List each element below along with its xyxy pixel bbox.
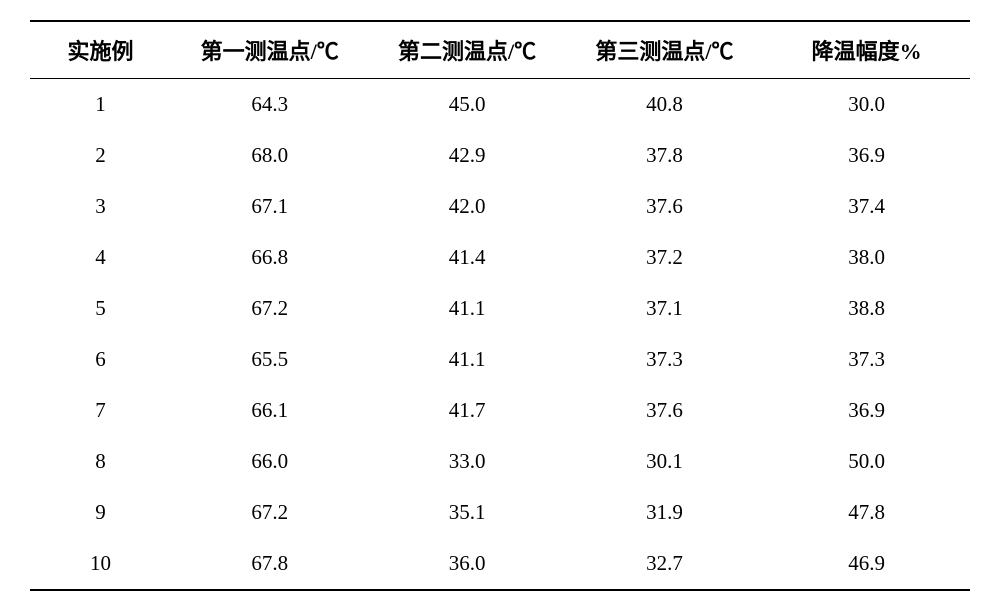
cell-temp2: 41.1 <box>368 283 565 334</box>
cell-cooling: 46.9 <box>763 538 970 590</box>
cell-temp1: 67.2 <box>171 487 368 538</box>
cell-temp2: 36.0 <box>368 538 565 590</box>
cell-cooling: 38.8 <box>763 283 970 334</box>
cell-temp3: 30.1 <box>566 436 763 487</box>
cell-example: 7 <box>30 385 171 436</box>
data-table: 实施例 第一测温点/℃ 第二测温点/℃ 第三测温点/℃ 降温幅度% 1 64.3… <box>30 20 970 591</box>
cell-temp1: 66.0 <box>171 436 368 487</box>
table-row: 10 67.8 36.0 32.7 46.9 <box>30 538 970 590</box>
cell-temp2: 42.9 <box>368 130 565 181</box>
table-row: 2 68.0 42.9 37.8 36.9 <box>30 130 970 181</box>
column-header-cooling: 降温幅度% <box>763 21 970 79</box>
cell-example: 4 <box>30 232 171 283</box>
cell-cooling: 37.4 <box>763 181 970 232</box>
cell-temp1: 65.5 <box>171 334 368 385</box>
cell-cooling: 50.0 <box>763 436 970 487</box>
column-header-temp1: 第一测温点/℃ <box>171 21 368 79</box>
cell-temp2: 42.0 <box>368 181 565 232</box>
cell-temp3: 31.9 <box>566 487 763 538</box>
cell-temp2: 35.1 <box>368 487 565 538</box>
cell-temp1: 66.8 <box>171 232 368 283</box>
cell-cooling: 30.0 <box>763 79 970 131</box>
column-header-temp3: 第三测温点/℃ <box>566 21 763 79</box>
cell-example: 8 <box>30 436 171 487</box>
cell-temp1: 67.8 <box>171 538 368 590</box>
cell-example: 3 <box>30 181 171 232</box>
cell-temp3: 37.6 <box>566 181 763 232</box>
table-row: 3 67.1 42.0 37.6 37.4 <box>30 181 970 232</box>
table-row: 5 67.2 41.1 37.1 38.8 <box>30 283 970 334</box>
cell-temp3: 37.3 <box>566 334 763 385</box>
cell-temp3: 40.8 <box>566 79 763 131</box>
cell-temp2: 33.0 <box>368 436 565 487</box>
cell-temp1: 67.2 <box>171 283 368 334</box>
column-header-temp2: 第二测温点/℃ <box>368 21 565 79</box>
cell-temp1: 64.3 <box>171 79 368 131</box>
cell-temp3: 37.8 <box>566 130 763 181</box>
cell-example: 5 <box>30 283 171 334</box>
cell-cooling: 36.9 <box>763 385 970 436</box>
cell-temp3: 37.2 <box>566 232 763 283</box>
table-header-row: 实施例 第一测温点/℃ 第二测温点/℃ 第三测温点/℃ 降温幅度% <box>30 21 970 79</box>
cell-example: 9 <box>30 487 171 538</box>
table-row: 7 66.1 41.7 37.6 36.9 <box>30 385 970 436</box>
column-header-example: 实施例 <box>30 21 171 79</box>
table-row: 6 65.5 41.1 37.3 37.3 <box>30 334 970 385</box>
cell-temp1: 66.1 <box>171 385 368 436</box>
cell-temp2: 41.7 <box>368 385 565 436</box>
table-body: 1 64.3 45.0 40.8 30.0 2 68.0 42.9 37.8 3… <box>30 79 970 591</box>
table-row: 1 64.3 45.0 40.8 30.0 <box>30 79 970 131</box>
cell-example: 6 <box>30 334 171 385</box>
cell-cooling: 38.0 <box>763 232 970 283</box>
cell-cooling: 47.8 <box>763 487 970 538</box>
cell-temp3: 37.6 <box>566 385 763 436</box>
table-row: 9 67.2 35.1 31.9 47.8 <box>30 487 970 538</box>
cell-example: 1 <box>30 79 171 131</box>
cell-temp1: 67.1 <box>171 181 368 232</box>
cell-example: 10 <box>30 538 171 590</box>
cell-temp3: 32.7 <box>566 538 763 590</box>
cell-temp2: 41.1 <box>368 334 565 385</box>
cell-temp2: 41.4 <box>368 232 565 283</box>
cell-temp3: 37.1 <box>566 283 763 334</box>
cell-cooling: 37.3 <box>763 334 970 385</box>
cell-cooling: 36.9 <box>763 130 970 181</box>
table-row: 4 66.8 41.4 37.2 38.0 <box>30 232 970 283</box>
cell-temp1: 68.0 <box>171 130 368 181</box>
cell-temp2: 45.0 <box>368 79 565 131</box>
table-row: 8 66.0 33.0 30.1 50.0 <box>30 436 970 487</box>
cell-example: 2 <box>30 130 171 181</box>
